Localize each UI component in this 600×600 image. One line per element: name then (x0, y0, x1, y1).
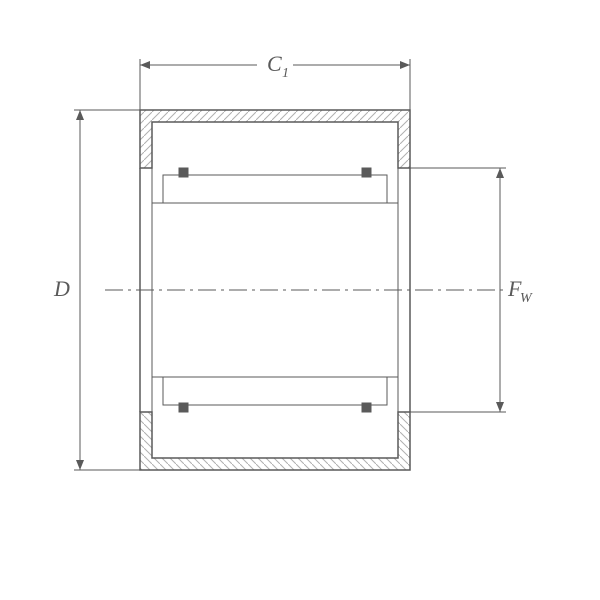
roller-section (163, 175, 387, 203)
cage-square (179, 168, 188, 177)
cage-square (362, 403, 371, 412)
cage-square (362, 168, 371, 177)
c1-label: C (267, 51, 282, 76)
roller-section (163, 377, 387, 405)
fw-sub: W (520, 291, 533, 306)
outer-ring-section (140, 110, 410, 168)
d-label: D (53, 276, 70, 301)
cage-square (179, 403, 188, 412)
c1-sub: 1 (282, 66, 289, 81)
outer-ring-section (140, 412, 410, 470)
